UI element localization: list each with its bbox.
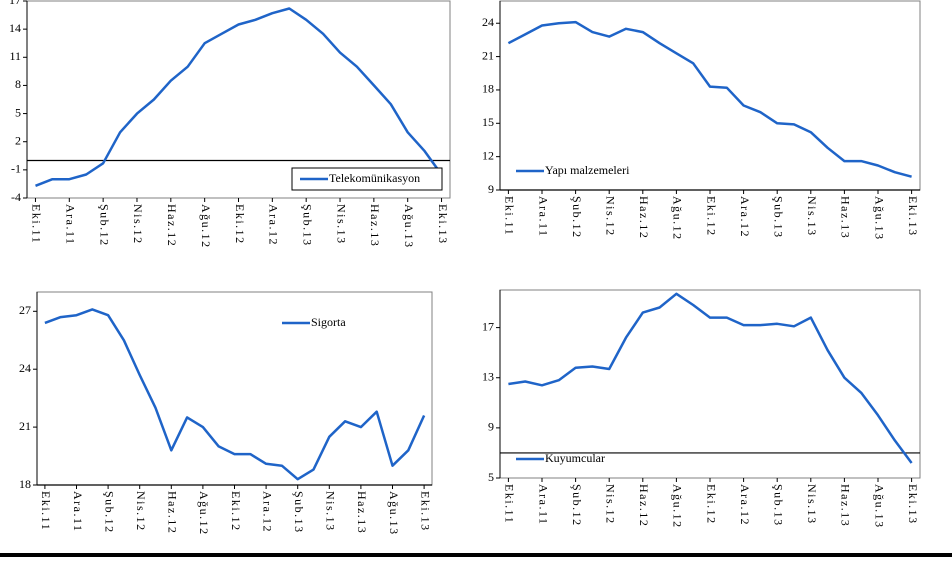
plot-frame	[36, 291, 433, 486]
legend-frame	[291, 167, 443, 191]
x-tick-label: Ara.11	[64, 204, 78, 246]
x-tick-label: Nis.12	[131, 204, 145, 245]
legend-label: Kuyumcular	[545, 451, 605, 465]
y-tick-label: 18	[19, 477, 31, 491]
x-tick-label: Ara.11	[536, 484, 550, 526]
x-tick-label: Ağu.12	[197, 491, 211, 536]
data-line	[35, 7, 443, 187]
x-tick-label: Ağu.13	[387, 491, 401, 536]
x-tick-label: Haz.13	[839, 484, 853, 527]
x-tick-label: Şub.12	[570, 196, 584, 239]
y-tick-label: 11	[9, 49, 21, 63]
y-tick-label: 13	[482, 369, 494, 383]
x-tick-label: Ağu.12	[671, 196, 685, 241]
y-tick-label: 8	[15, 77, 21, 91]
y-tick-label: -1	[11, 162, 21, 176]
x-tick-label: Eki.13	[418, 491, 432, 532]
x-tick-label: Nis.13	[805, 196, 819, 237]
x-tick-label: Şub.13	[292, 491, 306, 534]
x-tick-label: Şub.12	[97, 204, 111, 247]
x-tick-label: Ağu.12	[199, 204, 213, 249]
x-tick-label: Haz.12	[637, 484, 651, 527]
x-tick-label: Haz.12	[165, 204, 179, 247]
x-tick-label: Haz.13	[368, 204, 382, 247]
y-tick-label: 27	[19, 303, 31, 317]
x-tick-label: Eki.13	[436, 204, 450, 245]
x-tick-label: Nis.12	[603, 484, 617, 525]
y-tick-label: 21	[482, 48, 494, 62]
x-tick-label: Ağu.13	[872, 196, 886, 241]
data-line	[44, 308, 426, 481]
legend-label: Sigorta	[311, 315, 346, 329]
x-tick-label: Haz.12	[166, 491, 180, 534]
x-tick-label: Şub.13	[300, 204, 314, 247]
data-line	[507, 20, 912, 178]
legend-label: Yapı malzemeleri	[545, 163, 630, 177]
bottom-rule	[0, 553, 952, 557]
y-tick-label: 24	[482, 15, 494, 29]
y-tick-label: 9	[488, 420, 494, 434]
x-tick-label: Ara.12	[267, 204, 281, 246]
y-tick-label: 17	[482, 319, 494, 333]
x-tick-label: Ara.12	[738, 196, 752, 238]
x-tick-label: Haz.13	[355, 491, 369, 534]
y-tick-label: 9	[488, 182, 494, 196]
x-tick-label: Eki.11	[30, 204, 44, 244]
x-tick-label: Eki.12	[233, 204, 247, 245]
x-tick-label: Eki.12	[704, 484, 718, 525]
y-tick-label: 5	[15, 105, 21, 119]
x-tick-label: Eki.11	[503, 484, 517, 524]
x-tick-label: Eki.13	[906, 484, 920, 525]
x-tick-label: Eki.12	[704, 196, 718, 237]
x-tick-label: Nis.12	[603, 196, 617, 237]
x-tick-label: Ara.12	[738, 484, 752, 526]
y-tick-label: 24	[19, 361, 31, 375]
y-tick-label: 14	[9, 21, 21, 35]
x-tick-label: Nis.13	[334, 204, 348, 245]
x-tick-label: Eki.11	[39, 491, 53, 531]
x-tick-label: Haz.12	[637, 196, 651, 239]
x-tick-label: Eki.13	[906, 196, 920, 237]
y-tick-label: 2	[15, 133, 21, 147]
x-tick-label: Şub.12	[570, 484, 584, 527]
x-tick-label: Nis.12	[134, 491, 148, 532]
x-tick-label: Şub.13	[771, 196, 785, 239]
y-tick-label: -4	[11, 190, 21, 204]
y-tick-label: 5	[488, 470, 494, 484]
x-tick-label: Ağu.12	[671, 484, 685, 529]
x-tick-label: Eki.12	[229, 491, 243, 532]
x-tick-label: Ağu.13	[402, 204, 416, 249]
x-tick-label: Şub.12	[102, 491, 116, 534]
x-tick-label: Haz.13	[839, 196, 853, 239]
data-line	[508, 292, 913, 464]
x-tick-label: Ara.11	[71, 491, 85, 533]
y-tick-label: 17	[9, 0, 21, 7]
y-tick-label: 18	[482, 82, 494, 96]
x-tick-label: Ara.12	[260, 491, 274, 533]
y-tick-label: 21	[19, 419, 31, 433]
x-tick-label: Ağu.13	[872, 484, 886, 529]
y-tick-label: 15	[482, 115, 494, 129]
x-tick-label: Nis.13	[324, 491, 338, 532]
x-tick-label: Ara.11	[536, 196, 550, 238]
x-tick-label: Nis.13	[805, 484, 819, 525]
x-tick-label: Şub.13	[771, 484, 785, 527]
y-tick-label: 12	[482, 148, 494, 162]
x-tick-label: Eki.11	[503, 196, 517, 236]
legend-label: Telekomünikasyon	[329, 171, 420, 185]
